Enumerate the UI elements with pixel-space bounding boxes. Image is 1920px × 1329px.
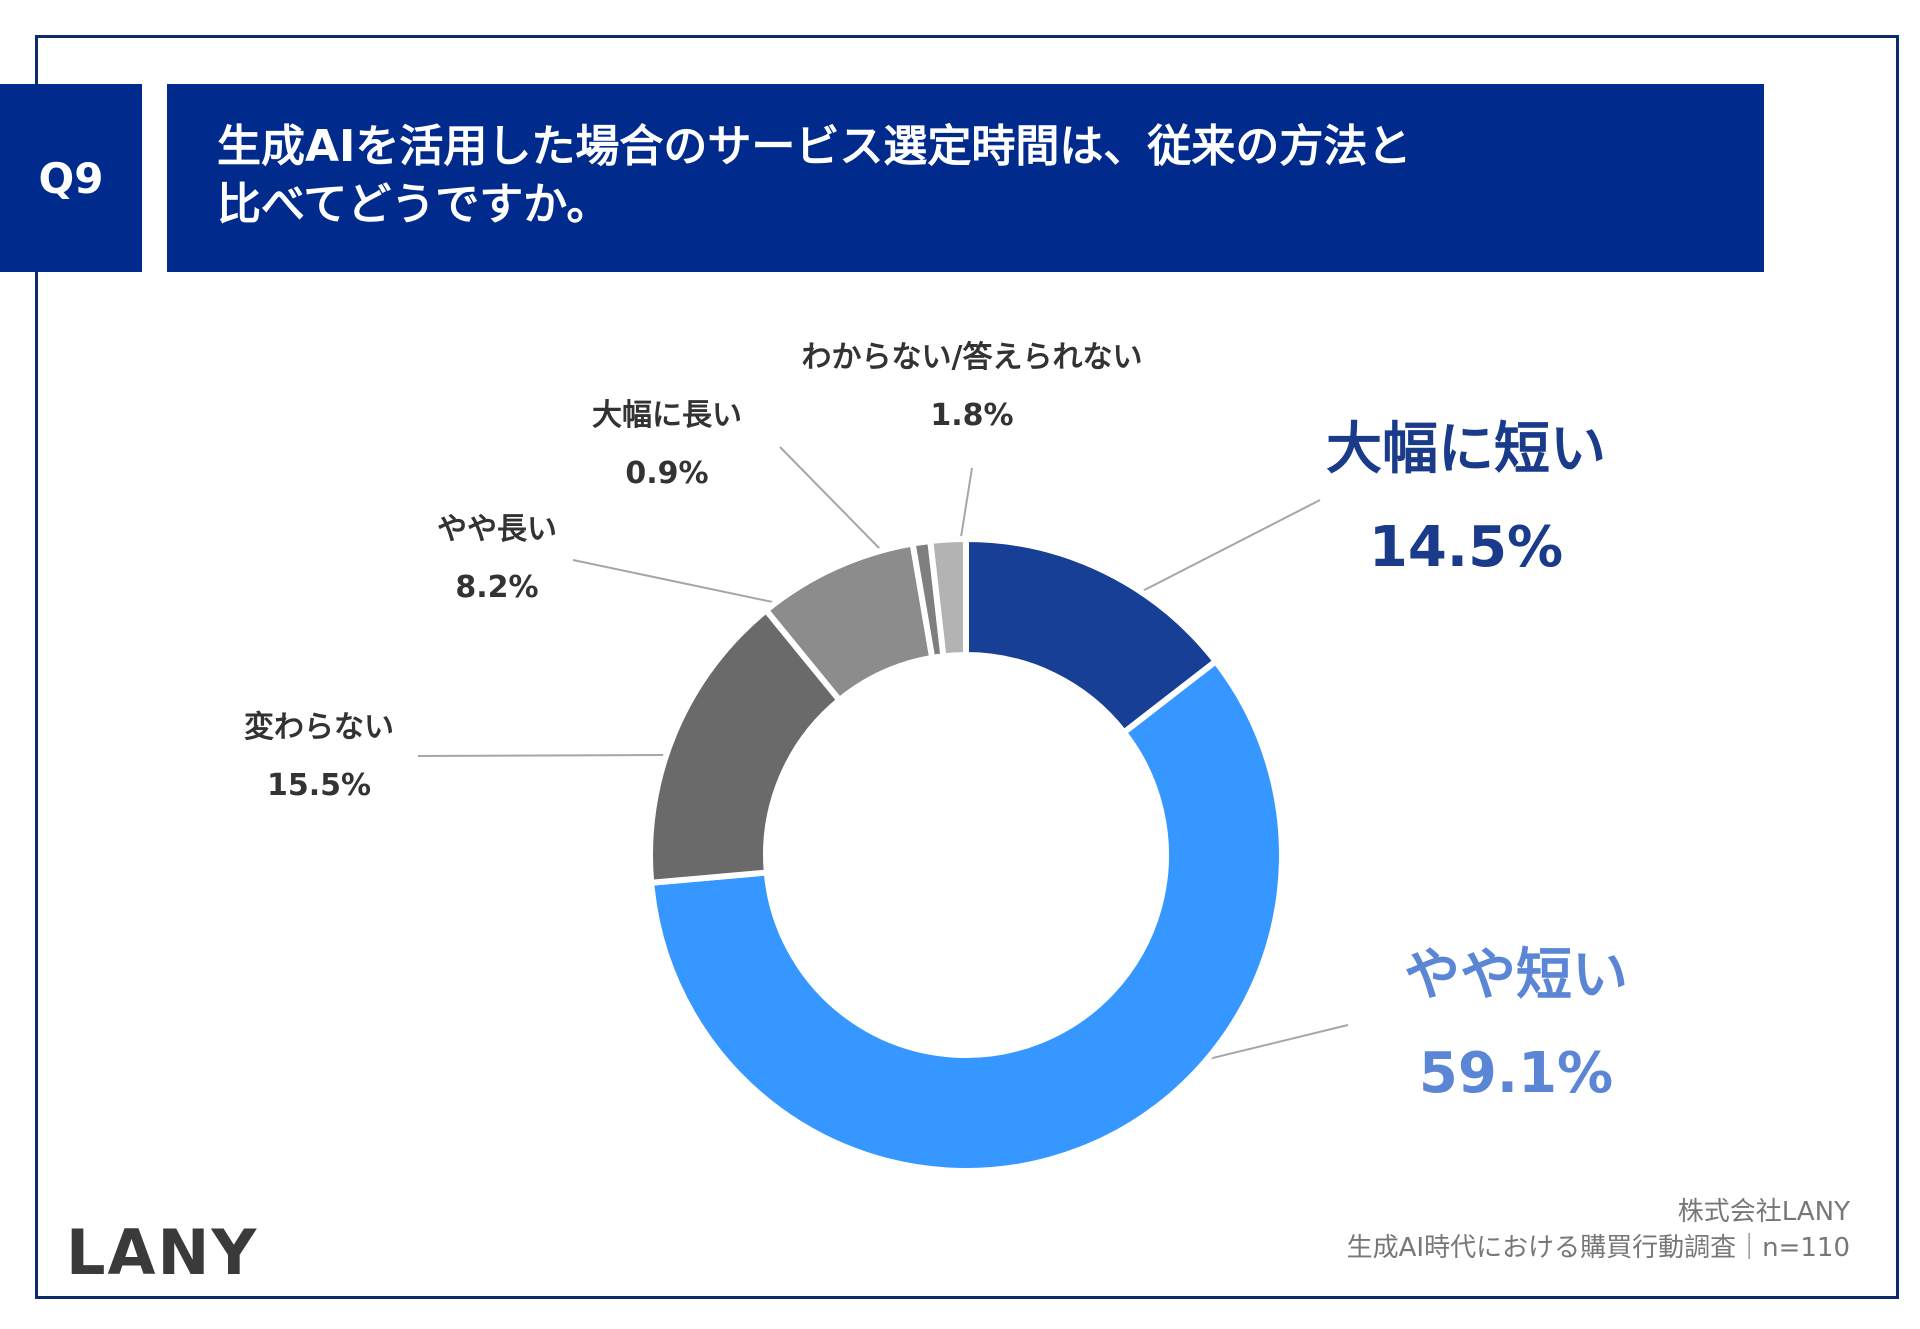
slice-dont-know [927, 535, 969, 660]
label-somewhat-short-name: やや短い [1404, 943, 1628, 1008]
label-very-short: 大幅に短い 14.5% [1296, 414, 1636, 584]
donut-slices [647, 535, 1285, 1174]
label-very-long-value: 0.9% [625, 456, 709, 491]
slice-somewhat-short [647, 657, 1285, 1174]
label-no-change-value: 15.5% [266, 768, 372, 803]
question-title-line-2: 比べてどうですか。 [217, 179, 611, 230]
question-title: 生成AIを活用した場合のサービス選定時間は、従来の方法と 比べてどうですか。 [167, 84, 1764, 272]
question-title-line-1: 生成AIを活用した場合のサービス選定時間は、従来の方法と [217, 121, 1412, 172]
label-somewhat-long-name: やや長い [437, 512, 557, 547]
label-no-change: 変わらない 15.5% [209, 708, 429, 806]
label-very-long: 大幅に長い 0.9% [567, 396, 767, 494]
source-footnote: 株式会社LANY 生成AI時代における購買行動調査｜n=110 [1347, 1194, 1850, 1266]
lany-logo: LANY [66, 1216, 259, 1289]
label-somewhat-long-value: 8.2% [455, 570, 539, 605]
footnote-survey: 生成AI時代における購買行動調査｜n=110 [1346, 1233, 1850, 1263]
footnote-company: 株式会社LANY [1677, 1197, 1850, 1227]
label-very-long-name: 大幅に長い [592, 398, 742, 433]
label-somewhat-long: やや長い 8.2% [397, 510, 597, 608]
chart-frame [35, 35, 1899, 1299]
label-very-short-name: 大幅に短い [1326, 417, 1606, 482]
question-badge: Q9 [0, 84, 142, 272]
label-somewhat-short-value: 59.1% [1418, 1041, 1614, 1106]
label-very-short-value: 14.5% [1368, 515, 1564, 580]
label-dont-know-value: 1.8% [930, 398, 1014, 433]
label-dont-know-name: わからない/答えられない [801, 340, 1143, 375]
label-dont-know: わからない/答えられない 1.8% [752, 338, 1192, 436]
label-no-change-name: 変わらない [244, 710, 394, 745]
label-somewhat-short: やや短い 59.1% [1346, 940, 1686, 1110]
